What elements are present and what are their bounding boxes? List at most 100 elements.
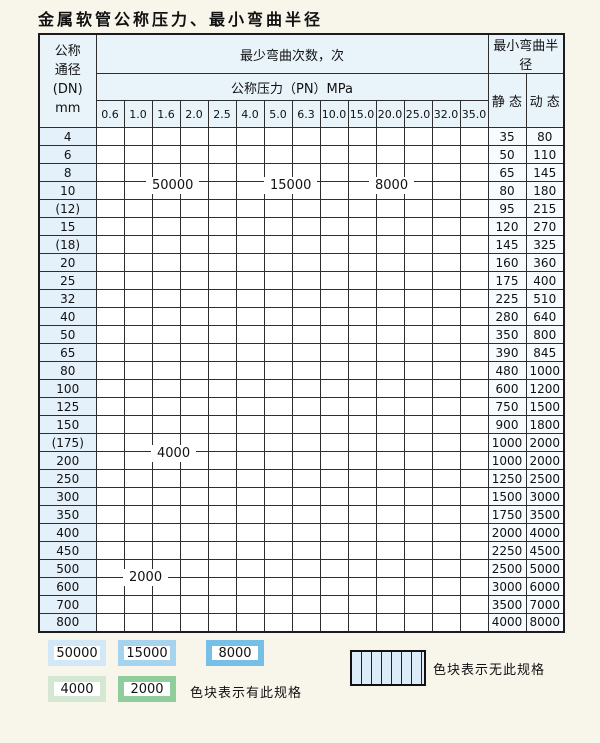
spec-cell: [235, 289, 265, 308]
no-spec-cell: [459, 505, 489, 524]
no-spec-cell: [431, 235, 461, 254]
dynamic-header: 动 态: [525, 73, 565, 128]
no-spec-cell: [319, 451, 349, 470]
no-spec-cell: [403, 397, 433, 416]
spec-cell: [95, 469, 125, 488]
spec-cell: [151, 199, 181, 218]
spec-cell: [263, 127, 293, 146]
no-spec-cell: [375, 505, 405, 524]
spec-cell: [347, 235, 377, 254]
static-value: 50: [487, 145, 527, 164]
spec-cell: [151, 343, 181, 362]
spec-cell: [347, 199, 377, 218]
no-spec-hatch-swatch: [350, 650, 426, 686]
spec-cell: [95, 253, 125, 272]
no-spec-cell: [347, 613, 377, 632]
dynamic-value: 270: [525, 217, 565, 236]
table-row: 700 3500 7000: [38, 595, 565, 614]
spec-cell: [95, 145, 125, 164]
dn-cell: 350: [38, 505, 97, 524]
spec-cell: [179, 541, 209, 560]
page-title: 金属软管公称压力、最小弯曲半径: [38, 10, 324, 29]
spec-cell: [235, 415, 265, 434]
spec-cell: [179, 415, 209, 434]
no-spec-cell: [235, 595, 265, 614]
dn-cell: 40: [38, 307, 97, 326]
spec-cell: [151, 541, 181, 560]
no-spec-cell: [431, 289, 461, 308]
spec-cell: [235, 145, 265, 164]
no-spec-cell: [375, 289, 405, 308]
legend-swatch-15000: 15000: [118, 640, 176, 666]
static-value: 95: [487, 199, 527, 218]
dynamic-value: 325: [525, 235, 565, 254]
dn-cell: 800: [38, 613, 97, 632]
no-spec-cell: [375, 577, 405, 596]
no-spec-cell: [347, 415, 377, 434]
spec-cell: [375, 145, 405, 164]
no-spec-cell: [319, 361, 349, 380]
no-spec-cell: [375, 397, 405, 416]
spec-cell: [179, 325, 209, 344]
spec-cell: [235, 343, 265, 362]
spec-cell: [123, 325, 153, 344]
dynamic-value: 180: [525, 181, 565, 200]
spec-cell: [319, 145, 349, 164]
spec-cell: [235, 199, 265, 218]
spec-cell: [151, 595, 181, 614]
no-spec-cell: [319, 469, 349, 488]
spec-cell: [207, 487, 237, 506]
no-spec-cell: [319, 325, 349, 344]
dynamic-value: 4000: [525, 523, 565, 542]
dn-cell: 500: [38, 559, 97, 578]
no-spec-cell: [319, 343, 349, 362]
no-spec-cell: [235, 523, 265, 542]
static-value: 2250: [487, 541, 527, 560]
spec-cell: [347, 217, 377, 236]
no-spec-cell: [459, 271, 489, 290]
no-spec-cell: [291, 505, 321, 524]
no-spec-cell: [347, 433, 377, 452]
no-spec-cell: [459, 253, 489, 272]
pressure-tick: 5.0: [263, 100, 293, 128]
spec-cell: [179, 397, 209, 416]
dn-cell: 10: [38, 181, 97, 200]
no-spec-cell: [431, 415, 461, 434]
no-spec-cell: [431, 325, 461, 344]
dynamic-value: 1800: [525, 415, 565, 434]
no-spec-cell: [459, 559, 489, 578]
spec-cell: [95, 433, 125, 452]
no-spec-cell: [431, 487, 461, 506]
no-spec-cell: [431, 181, 461, 200]
region-label-4000: 4000: [151, 445, 197, 462]
no-spec-cell: [431, 307, 461, 326]
spec-cell: [207, 289, 237, 308]
no-spec-cell: [459, 325, 489, 344]
pressure-tick: 32.0: [431, 100, 461, 128]
no-spec-cell: [403, 379, 433, 398]
spec-cell: [123, 397, 153, 416]
spec-cell: [375, 199, 405, 218]
spec-cell: [291, 343, 321, 362]
static-value: 480: [487, 361, 527, 380]
no-spec-cell: [347, 325, 377, 344]
spec-cell: [151, 361, 181, 380]
no-spec-cell: [263, 433, 293, 452]
no-spec-cell: [291, 379, 321, 398]
static-value: 280: [487, 307, 527, 326]
spec-cell: [291, 289, 321, 308]
dynamic-value: 3500: [525, 505, 565, 524]
spec-cell: [235, 325, 265, 344]
spec-cell: [263, 217, 293, 236]
spec-cell: [179, 577, 209, 596]
spec-cell: [95, 415, 125, 434]
spec-cell: [263, 145, 293, 164]
spec-cell: [319, 253, 349, 272]
region-label-8000: 8000: [369, 177, 415, 194]
static-value: 1250: [487, 469, 527, 488]
spec-cell: [95, 199, 125, 218]
no-spec-cell: [291, 415, 321, 434]
spec-cell: [95, 577, 125, 596]
spec-cell: [95, 361, 125, 380]
no-spec-cell: [375, 523, 405, 542]
